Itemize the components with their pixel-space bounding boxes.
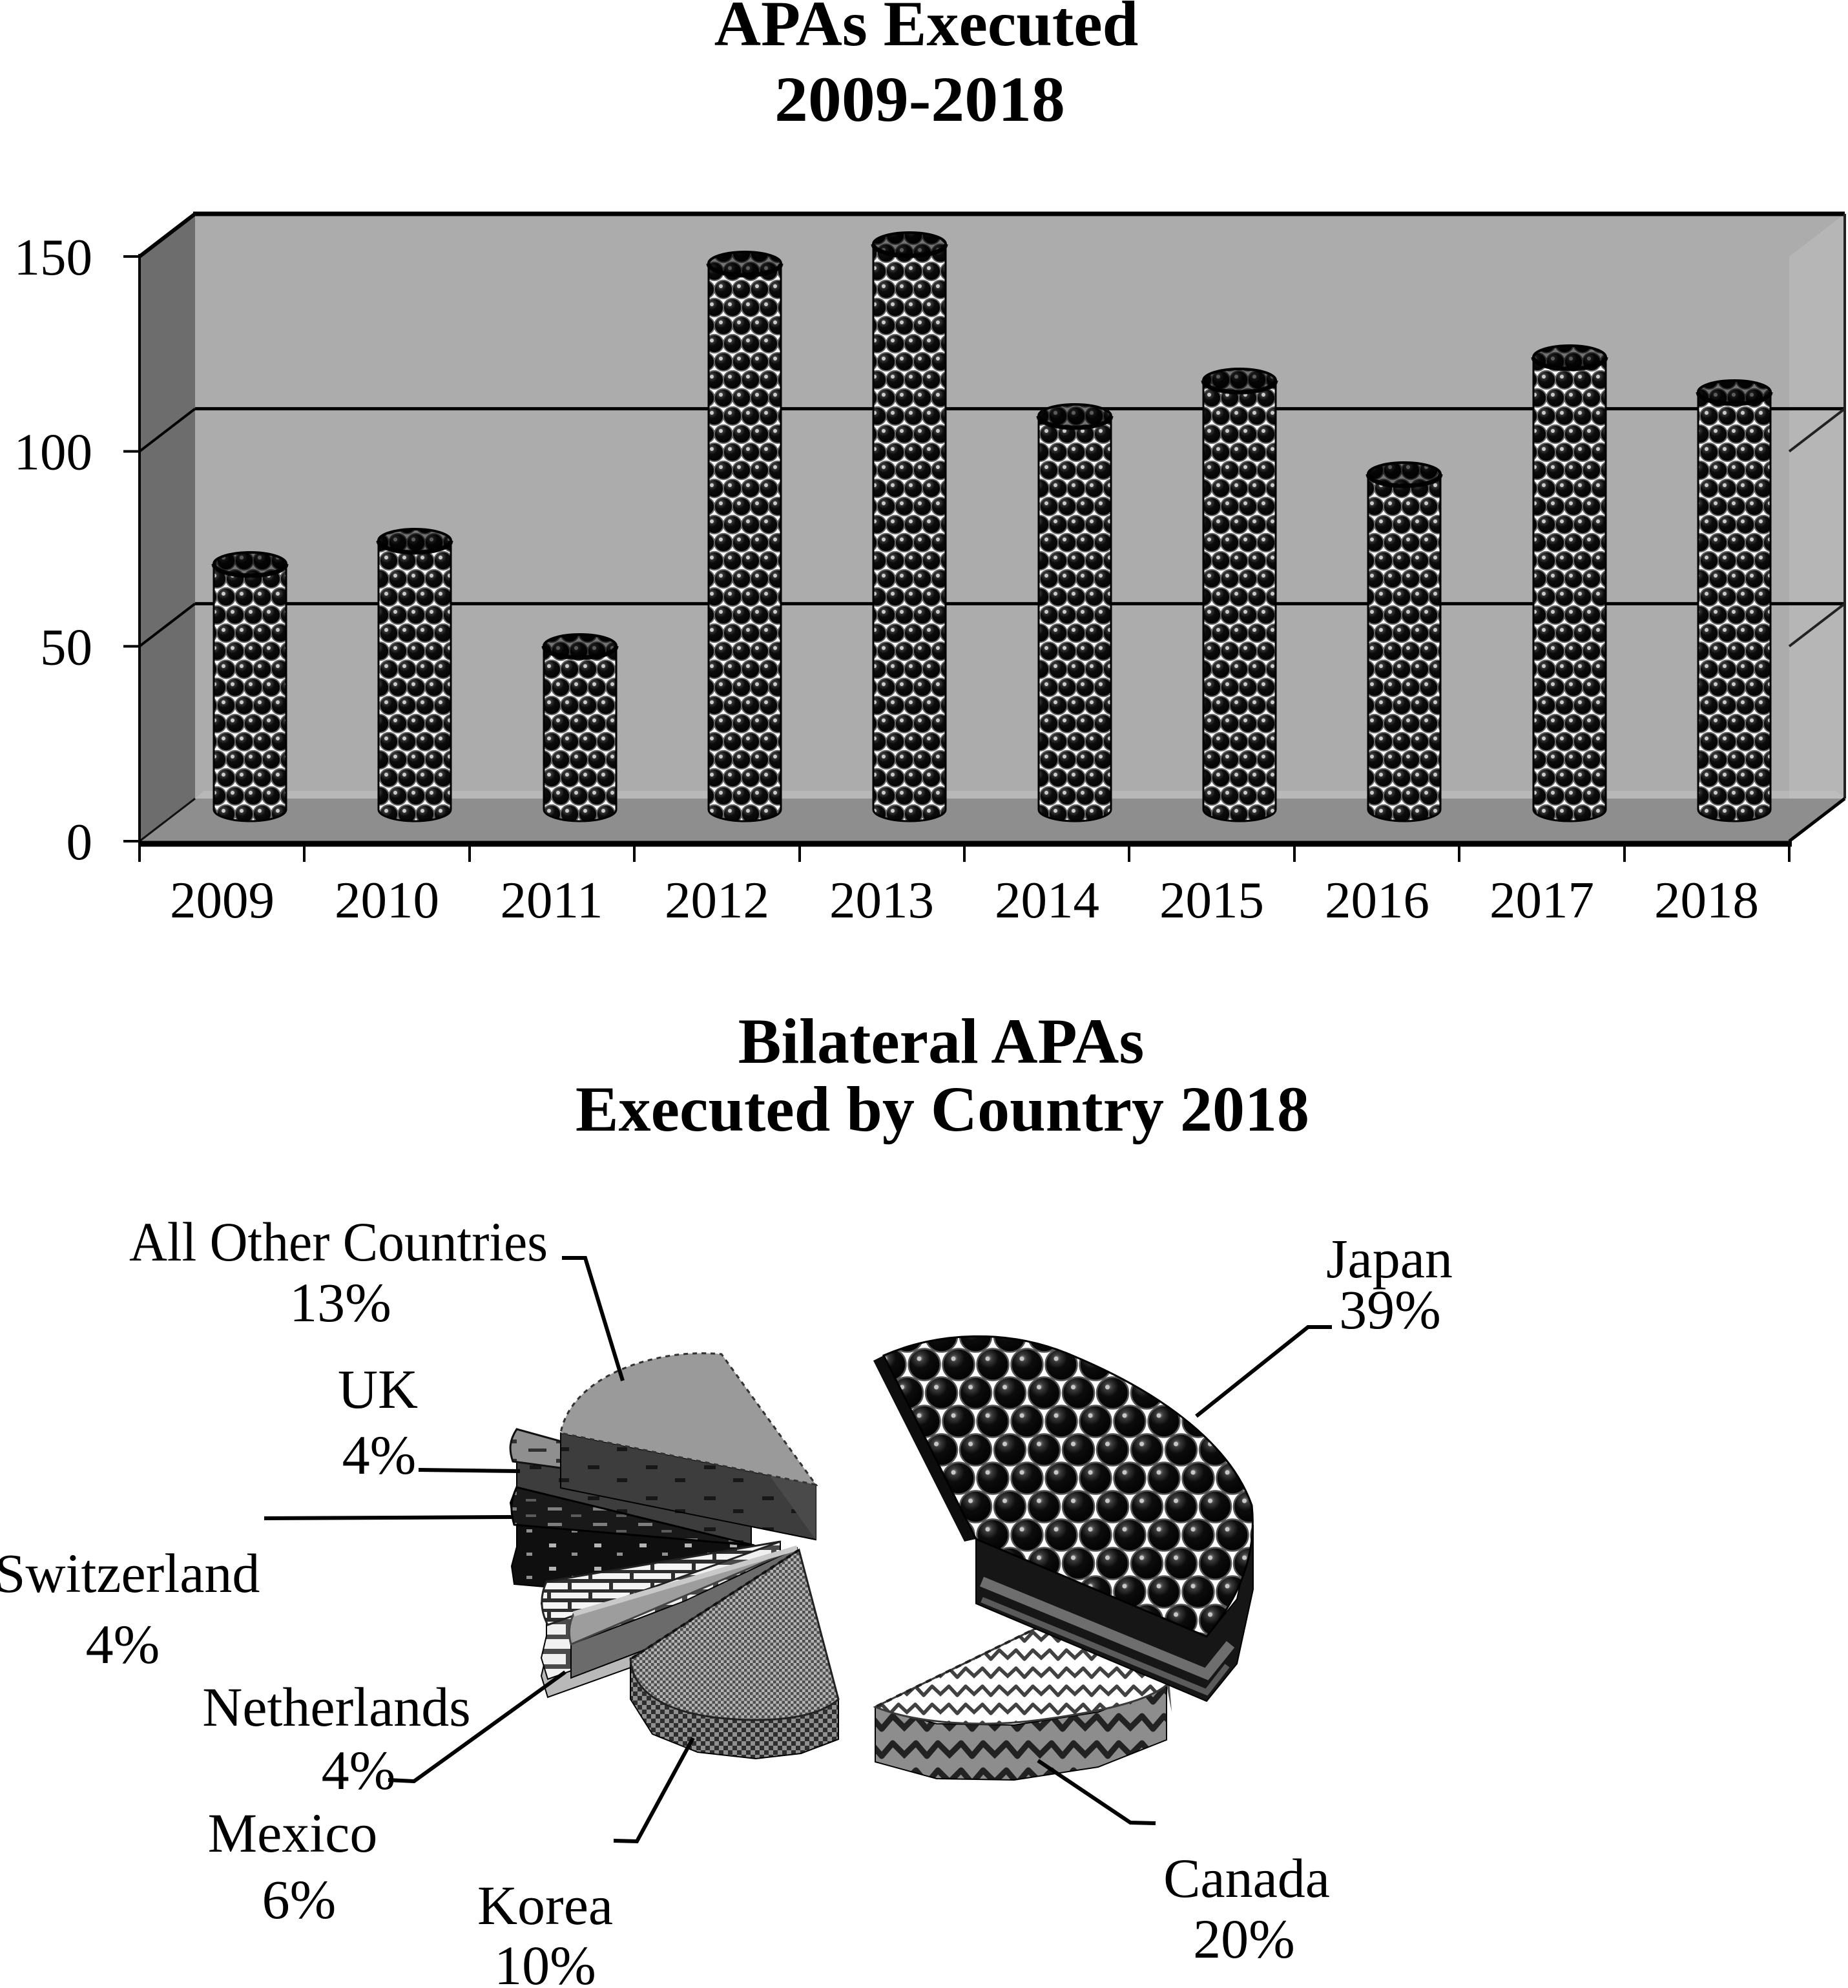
svg-text:2011: 2011 <box>501 871 603 929</box>
svg-text:0: 0 <box>67 813 93 871</box>
svg-text:2009-2018: 2009-2018 <box>774 63 1065 135</box>
svg-text:20%: 20% <box>1193 1908 1295 1970</box>
svg-text:2016: 2016 <box>1325 871 1429 929</box>
svg-text:4%: 4% <box>342 1424 417 1486</box>
svg-text:Bilateral APAs: Bilateral APAs <box>738 1005 1145 1077</box>
svg-text:All Other Countries: All Other Countries <box>129 1211 548 1273</box>
svg-text:2017: 2017 <box>1490 871 1594 929</box>
svg-text:6%: 6% <box>262 1868 337 1930</box>
svg-text:Japan: Japan <box>1326 1228 1453 1290</box>
svg-text:Korea: Korea <box>477 1874 613 1936</box>
svg-text:Netherlands: Netherlands <box>202 1676 471 1738</box>
svg-text:Canada: Canada <box>1163 1847 1330 1909</box>
svg-text:UK: UK <box>338 1358 418 1420</box>
svg-text:13%: 13% <box>289 1271 391 1334</box>
svg-text:100: 100 <box>14 423 93 481</box>
svg-text:2012: 2012 <box>665 871 769 929</box>
svg-text:4%: 4% <box>86 1613 160 1675</box>
svg-text:2009: 2009 <box>170 871 275 929</box>
svg-text:39%: 39% <box>1339 1279 1441 1341</box>
svg-text:Executed by Country 2018: Executed by Country 2018 <box>576 1073 1309 1145</box>
svg-text:2015: 2015 <box>1159 871 1264 929</box>
svg-text:4%: 4% <box>322 1739 396 1801</box>
svg-text:2014: 2014 <box>995 871 1099 929</box>
svg-text:2018: 2018 <box>1654 871 1759 929</box>
svg-text:2010: 2010 <box>335 871 439 929</box>
svg-text:50: 50 <box>40 618 92 676</box>
svg-text:APAs Executed: APAs Executed <box>714 0 1138 59</box>
svg-text:Mexico: Mexico <box>208 1802 378 1864</box>
svg-text:Switzerland: Switzerland <box>0 1542 260 1604</box>
svg-text:10%: 10% <box>494 1934 596 1988</box>
svg-text:2013: 2013 <box>829 871 934 929</box>
svg-text:150: 150 <box>14 228 93 286</box>
